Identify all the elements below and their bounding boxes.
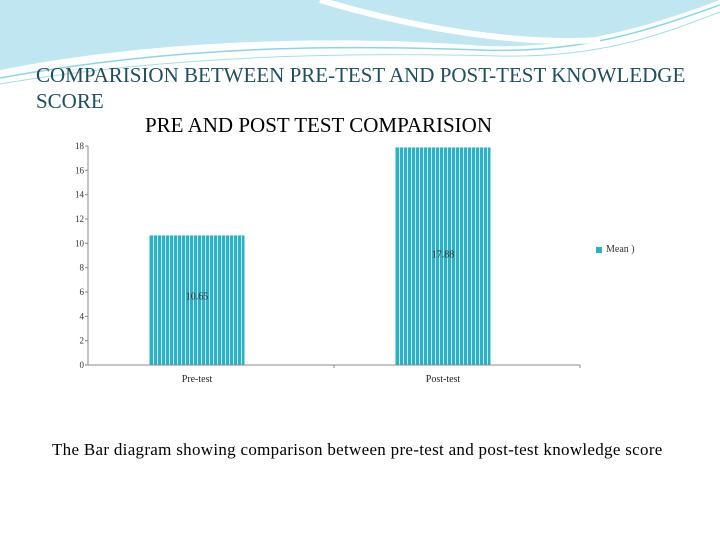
y-tick-label: 10 xyxy=(75,238,85,248)
y-tick-label: 14 xyxy=(75,190,85,200)
x-tick-label: Pre-test xyxy=(182,374,213,385)
slide-caption: The Bar diagram showing comparison betwe… xyxy=(52,440,663,459)
slide-heading: COMPARISION BETWEEN PRE-TEST AND POST-TE… xyxy=(36,63,686,113)
y-tick-label: 12 xyxy=(75,214,84,224)
y-tick-label: 16 xyxy=(75,165,85,175)
y-tick-label: 2 xyxy=(80,336,85,346)
y-tick-label: 0 xyxy=(80,360,85,370)
header-wave-decoration xyxy=(0,0,720,85)
y-tick-label: 6 xyxy=(80,287,85,297)
chart-legend: Mean ) xyxy=(596,244,635,255)
data-label: 17.88 xyxy=(432,249,455,260)
y-tick-label: 18 xyxy=(75,141,85,151)
legend-label: Mean ) xyxy=(606,244,635,255)
data-label: 10.65 xyxy=(186,291,209,302)
chart-title: PRE AND POST TEST COMPARISION xyxy=(145,113,492,137)
legend-swatch xyxy=(596,246,602,253)
y-tick-label: 4 xyxy=(80,311,85,321)
x-tick-label: Post-test xyxy=(426,374,461,385)
y-tick-label: 8 xyxy=(80,263,85,273)
